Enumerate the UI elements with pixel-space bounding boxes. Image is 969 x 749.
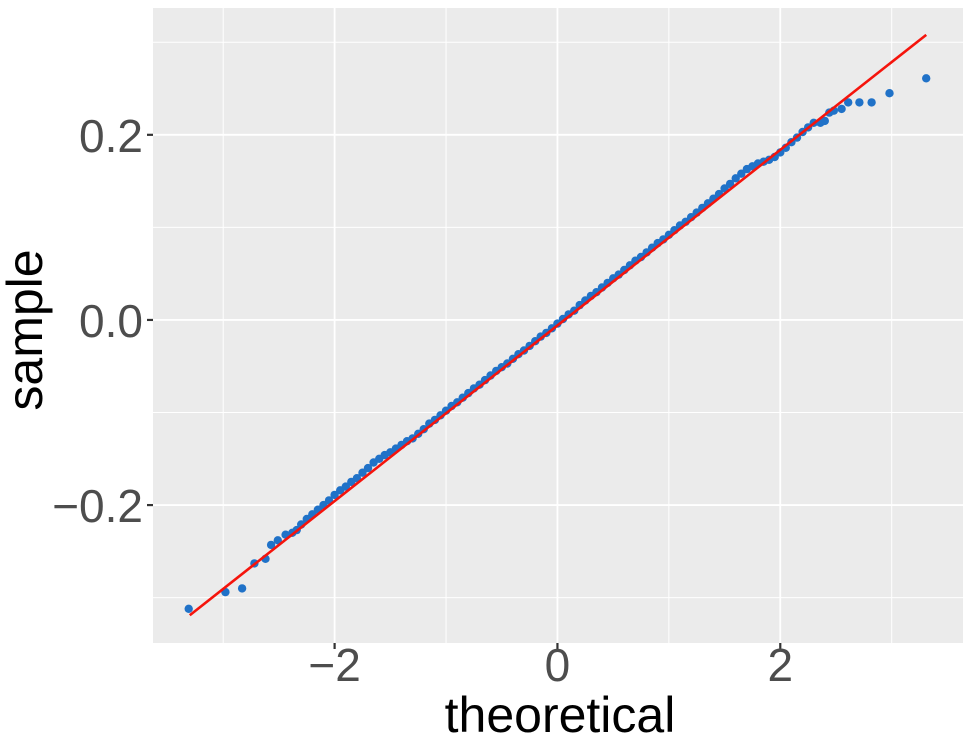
- y-axis-title: sample: [0, 249, 53, 410]
- qq-point: [737, 169, 746, 178]
- qq-point: [820, 116, 829, 126]
- axis-tick-marks: [147, 133, 782, 649]
- qq-point: [330, 490, 339, 500]
- qq-point: [273, 536, 282, 545]
- qq-point: [341, 482, 350, 491]
- x-tick-label: −2: [308, 639, 360, 691]
- qq-point: [358, 468, 367, 477]
- qq-point: [922, 74, 931, 83]
- qq-point: [725, 179, 735, 189]
- y-tick-label: −0.2: [52, 480, 143, 532]
- x-tick-label: 2: [767, 639, 793, 691]
- qq-point: [184, 604, 193, 613]
- y-tick-label: 0.0: [79, 295, 143, 347]
- qq-point: [885, 89, 894, 98]
- qq-point: [731, 174, 740, 183]
- qq-point: [237, 584, 247, 593]
- qq-point: [867, 98, 876, 107]
- x-axis-title: theoretical: [445, 687, 676, 743]
- x-tick-label: 0: [545, 639, 571, 691]
- qq-point: [855, 98, 864, 107]
- qq-point: [266, 540, 276, 550]
- qq-point: [844, 98, 853, 107]
- qq-reference-line: [188, 33, 928, 617]
- qq-point: [363, 463, 373, 473]
- y-tick-label: 0.2: [79, 110, 143, 162]
- axis-tick-labels: −2 0 2 0.2 0.0 −0.2: [52, 110, 793, 691]
- qq-point: [837, 104, 846, 114]
